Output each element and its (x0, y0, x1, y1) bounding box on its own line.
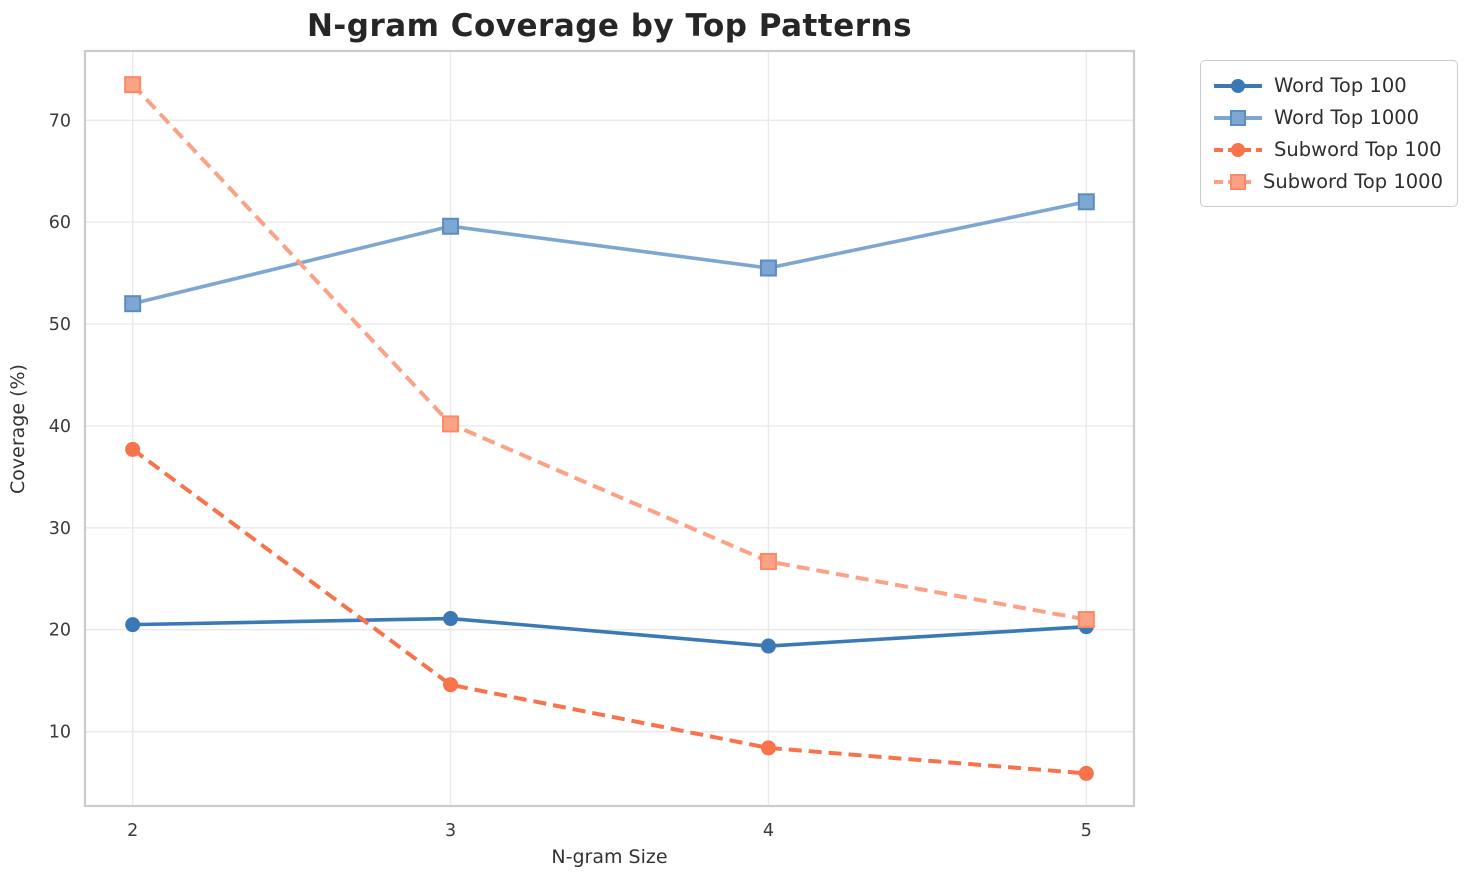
y-axis-label: Coverage (%) (7, 364, 29, 494)
y-tick-label: 40 (49, 417, 71, 437)
y-tick-label: 70 (49, 111, 71, 131)
chart-title: N-gram Coverage by Top Patterns (306, 8, 913, 44)
legend-label: Subword Top 100 (1274, 138, 1442, 161)
legend-line-sample (1214, 109, 1262, 126)
data-point-marker (124, 295, 142, 313)
data-point-marker (443, 677, 459, 693)
legend-sample-marker (1231, 78, 1245, 93)
data-point-marker (442, 217, 460, 235)
data-point-marker (759, 259, 777, 277)
data-point-marker (760, 740, 776, 756)
legend-row-word-top-100: Word Top 100 (1213, 71, 1443, 100)
legend-row-subword-top-100: Subword Top 100 (1213, 135, 1443, 164)
legend-label: Subword Top 1000 (1263, 170, 1443, 193)
legend-row-word-top-1000: Word Top 1000 (1213, 103, 1443, 132)
data-point-marker (1078, 765, 1094, 781)
data-point-marker (125, 441, 141, 457)
legend-sample-marker (1230, 173, 1246, 190)
x-tick-label: 5 (1081, 821, 1092, 841)
plot-border (83, 49, 1136, 808)
data-point-marker (759, 552, 777, 570)
x-tick-label: 4 (763, 821, 774, 841)
data-point-marker (760, 638, 776, 654)
y-tick-label: 60 (49, 213, 71, 233)
x-tick-label: 3 (445, 821, 456, 841)
y-tick-label: 30 (49, 519, 71, 539)
legend-sample-marker (1231, 142, 1245, 157)
legend-line-sample (1214, 173, 1253, 190)
data-point-marker (442, 415, 460, 433)
series-line-word-top-1000 (132, 200, 1087, 306)
y-tick-label: 50 (49, 315, 71, 335)
legend-row-subword-top-1000: Subword Top 1000 (1213, 167, 1443, 196)
data-point-marker (1077, 611, 1095, 629)
data-point-marker (125, 617, 141, 633)
series-line-subword-top-100 (131, 447, 1087, 776)
x-axis-label: N-gram Size (551, 846, 668, 868)
data-point-marker (443, 611, 459, 627)
series-line-subword-top-1000 (131, 83, 1087, 622)
data-point-marker (1077, 193, 1095, 211)
legend-line-sample (1214, 142, 1262, 157)
legend-line-sample (1214, 78, 1262, 93)
legend-sample-marker (1230, 109, 1246, 126)
legend: Word Top 100 Word Top 1000 Subword Top 100… (1200, 60, 1458, 207)
legend-label: Word Top 100 (1274, 74, 1407, 97)
legend-label: Word Top 1000 (1274, 106, 1420, 129)
data-point-marker (124, 76, 142, 94)
x-tick-label: 2 (127, 821, 138, 841)
y-tick-label: 20 (49, 621, 71, 641)
series-line-word-top-100 (132, 616, 1087, 648)
y-tick-label: 10 (49, 723, 71, 743)
